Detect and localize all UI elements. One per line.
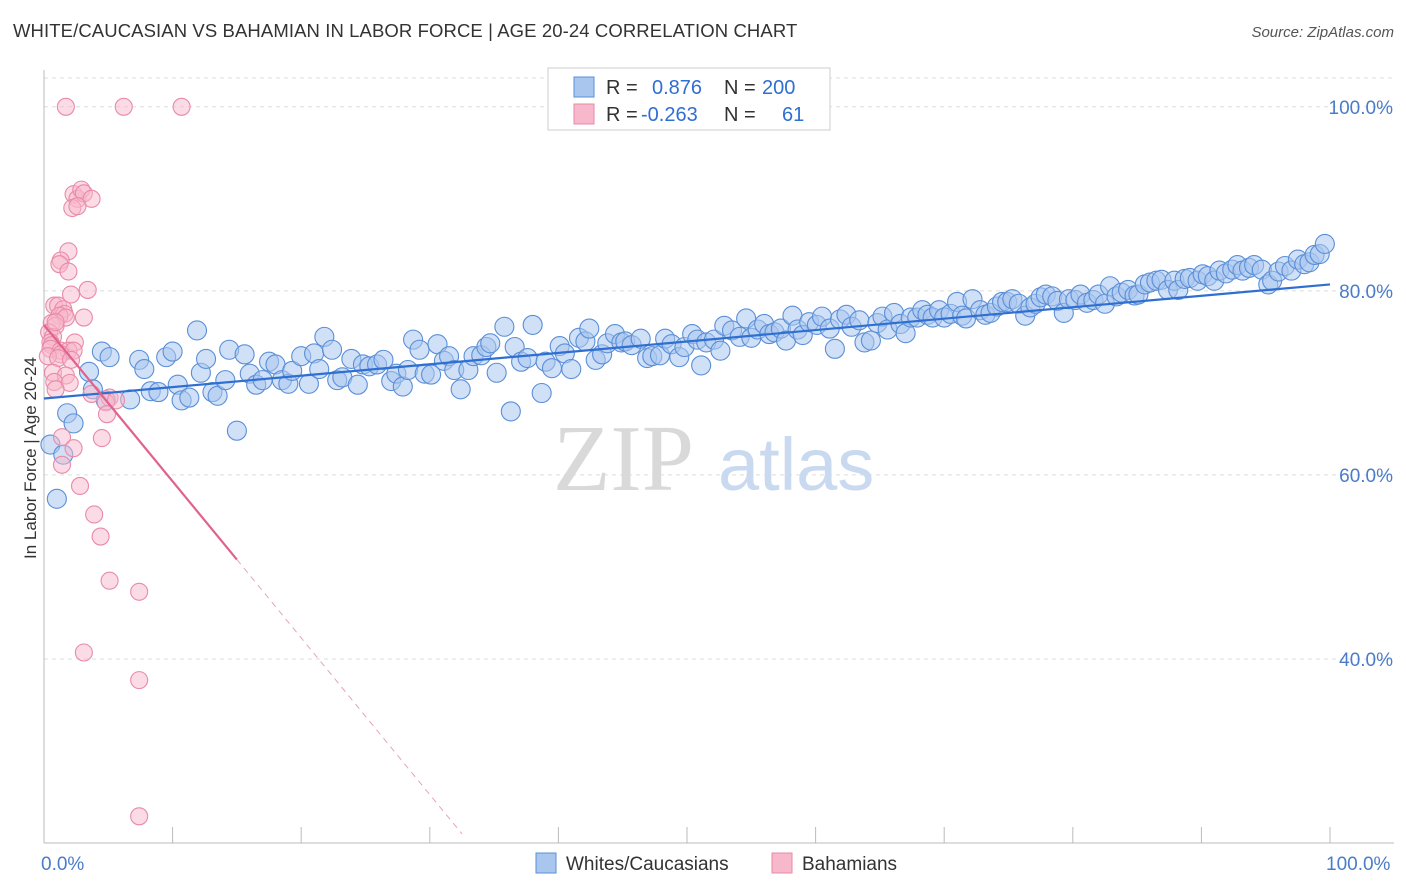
bahamian-point-1 <box>114 97 133 116</box>
trend-lines <box>43 283 1331 835</box>
white-point-75 <box>522 314 543 335</box>
y-axis-label: In Labor Force | Age 20-24 <box>21 357 40 559</box>
white-point-1 <box>46 488 67 509</box>
chart-title: WHITE/CAUCASIAN VS BAHAMIAN IN LABOR FOR… <box>13 20 798 41</box>
white-point-70 <box>494 316 515 337</box>
bahamian-point-14 <box>78 280 97 299</box>
bahamian-point-0 <box>56 97 75 116</box>
white-point-71 <box>500 401 521 422</box>
bahamians-trend-line <box>43 324 238 561</box>
y-tick-label-100: 100.0% <box>1329 98 1394 119</box>
white-point-25 <box>215 370 236 391</box>
white-point-105 <box>710 340 731 361</box>
y-tick-label-60: 60.0% <box>1339 466 1393 487</box>
legend-r-label-1: R = <box>606 77 638 99</box>
bottom-legend-swatch-bahamian <box>771 852 793 874</box>
bahamian-point-55 <box>100 571 119 590</box>
bahamian-point-7 <box>82 189 101 208</box>
bahamian-point-53 <box>85 505 104 524</box>
white-point-92 <box>630 328 651 349</box>
white-point-84 <box>579 318 600 339</box>
white-point-81 <box>561 359 582 380</box>
legend-swatch-white <box>573 76 595 98</box>
watermark-zip: ZIP <box>553 407 694 511</box>
bahamian-point-2 <box>172 97 191 116</box>
white-point-42 <box>322 339 343 360</box>
y-tick-label-80: 80.0% <box>1339 282 1393 303</box>
bahamian-point-58 <box>130 671 149 690</box>
watermark-atlas: atlas <box>718 423 874 506</box>
bahamian-point-49 <box>92 429 111 448</box>
source-credit: Source: ZipAtlas.com <box>1251 24 1394 41</box>
white-point-130 <box>860 330 881 351</box>
watermark: ZIP atlas <box>553 407 874 511</box>
bahamian-point-50 <box>64 439 83 458</box>
bahamians-series-points <box>38 97 191 826</box>
legend-r-value-1: 0.876 <box>652 77 702 99</box>
bahamian-point-47 <box>97 405 117 424</box>
bottom-legend-label-white: Whites/Caucasians <box>566 854 729 875</box>
white-point-14 <box>148 382 169 403</box>
white-point-209 <box>1314 233 1335 254</box>
legend-box: R = 0.876 N = 200 R = -0.263 N = 61 <box>547 67 831 131</box>
white-point-12 <box>134 359 155 380</box>
legend-n-value-1: 200 <box>762 77 795 99</box>
white-point-22 <box>195 348 217 370</box>
legend-n-label-1: N = <box>724 77 756 99</box>
y-tick-label-40: 40.0% <box>1339 650 1393 671</box>
white-point-46 <box>347 374 368 395</box>
whites-trend-line <box>43 283 1331 400</box>
bottom-legend-label-bahamian: Bahamians <box>802 854 897 875</box>
white-point-28 <box>234 344 255 365</box>
white-point-74 <box>517 347 538 369</box>
legend-n-value-2: 61 <box>782 104 804 126</box>
bahamians-trend-extension <box>236 559 463 835</box>
bahamian-point-15 <box>61 285 81 304</box>
bahamian-point-9 <box>68 197 87 216</box>
bahamian-point-51 <box>52 455 72 474</box>
white-point-54 <box>397 359 418 381</box>
legend-r-label-2: R = <box>606 104 638 126</box>
white-point-69 <box>486 362 507 383</box>
bottom-legend: Whites/Caucasians Bahamians <box>535 852 897 875</box>
white-point-68 <box>480 333 501 354</box>
white-point-20 <box>186 320 208 341</box>
bahamian-point-59 <box>130 807 149 826</box>
bahamian-point-48 <box>52 428 72 447</box>
white-point-76 <box>531 382 552 404</box>
x-tick-label-min: 0.0% <box>41 854 84 875</box>
bahamian-point-42 <box>46 380 65 399</box>
white-point-19 <box>179 387 200 408</box>
white-point-27 <box>226 420 247 441</box>
bahamian-point-20 <box>74 308 93 327</box>
white-point-16 <box>162 341 183 362</box>
bottom-legend-swatch-white <box>535 852 557 874</box>
legend-n-label-2: N = <box>724 104 756 126</box>
white-point-56 <box>409 339 430 360</box>
bahamian-point-54 <box>91 527 110 546</box>
bahamian-point-56 <box>130 582 149 601</box>
white-point-9 <box>99 347 120 368</box>
legend-swatch-bahamian <box>573 103 595 125</box>
bahamian-point-13 <box>59 262 78 281</box>
y-tick-labels: 40.0% 60.0% 80.0% 100.0% <box>1329 98 1394 671</box>
white-point-102 <box>691 355 712 376</box>
legend-r-value-2: -0.263 <box>641 104 698 126</box>
white-point-63 <box>450 379 471 400</box>
white-point-124 <box>824 338 845 359</box>
white-point-4 <box>63 413 84 434</box>
bahamian-point-60 <box>46 313 65 332</box>
white-point-78 <box>541 358 563 379</box>
bahamian-point-52 <box>70 476 90 495</box>
x-tick-label-max: 100.0% <box>1326 854 1391 875</box>
bahamian-point-57 <box>74 643 93 662</box>
x-ticks <box>43 827 1331 843</box>
